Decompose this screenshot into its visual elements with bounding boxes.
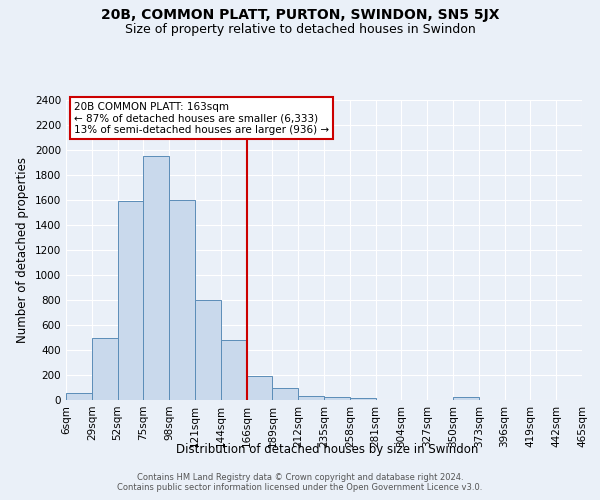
Bar (350, 398, 376, 400)
Bar (324, 397, 350, 400)
Bar (221, 340, 247, 400)
Bar (272, 388, 298, 400)
Bar (92, 338, 118, 400)
Bar (453, 397, 479, 400)
Text: 20B COMMON PLATT: 163sqm
← 87% of detached houses are smaller (6,333)
13% of sem: 20B COMMON PLATT: 163sqm ← 87% of detach… (74, 102, 329, 134)
Bar (195, 300, 221, 400)
Text: Contains public sector information licensed under the Open Government Licence v3: Contains public sector information licen… (118, 484, 482, 492)
Bar (247, 376, 272, 400)
Bar (66, 392, 92, 400)
Text: Size of property relative to detached houses in Swindon: Size of property relative to detached ho… (125, 22, 475, 36)
Bar (298, 396, 324, 400)
Y-axis label: Number of detached properties: Number of detached properties (16, 157, 29, 343)
Bar (169, 200, 195, 400)
Text: Distribution of detached houses by size in Swindon: Distribution of detached houses by size … (176, 442, 478, 456)
Text: 20B, COMMON PLATT, PURTON, SWINDON, SN5 5JX: 20B, COMMON PLATT, PURTON, SWINDON, SN5 … (101, 8, 499, 22)
Text: Contains HM Land Registry data © Crown copyright and database right 2024.: Contains HM Land Registry data © Crown c… (137, 472, 463, 482)
Bar (118, 201, 143, 400)
Bar (143, 156, 169, 400)
